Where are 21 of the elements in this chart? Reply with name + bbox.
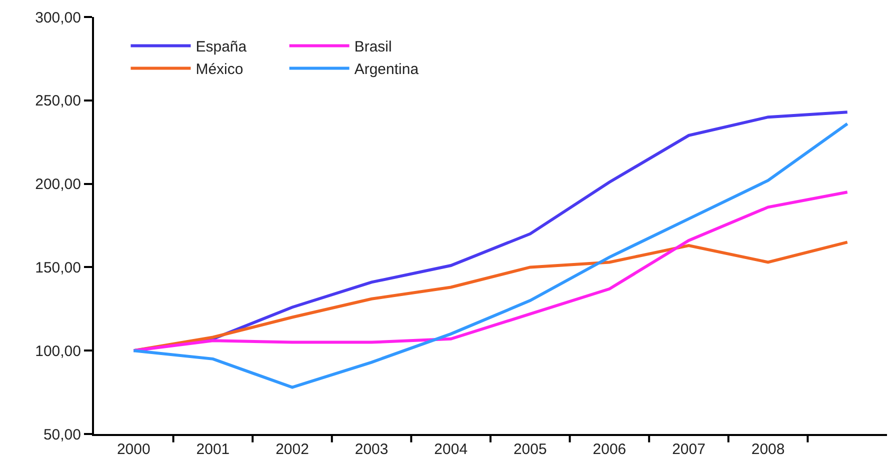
x-tick-label: 2003 [354, 441, 388, 458]
x-tick-label: 2005 [513, 441, 547, 458]
y-tick-label: 150,00 [35, 259, 81, 276]
y-tick-label: 100,00 [35, 342, 81, 360]
x-tick-label: 2000 [116, 441, 150, 458]
x-tick-label: 2004 [434, 441, 468, 458]
legend-label: Brasil [354, 38, 392, 56]
y-tick-label: 300,00 [35, 9, 81, 26]
y-tick-label: 250,00 [35, 92, 81, 110]
y-tick-label: 50,00 [43, 426, 81, 444]
legend-label: México [196, 61, 244, 78]
legend-label: España [196, 38, 248, 56]
line-series [132, 122, 849, 389]
x-tick-label: 2001 [196, 441, 230, 458]
x-tick-label: 2007 [672, 441, 706, 458]
line-series [132, 190, 849, 352]
legend-label: Argentina [354, 61, 420, 78]
x-tick-label: 2006 [592, 441, 626, 458]
y-tick-label: 200,00 [35, 176, 81, 194]
x-tick-label: 2002 [276, 441, 309, 458]
x-tick-label: 2008 [751, 441, 785, 458]
